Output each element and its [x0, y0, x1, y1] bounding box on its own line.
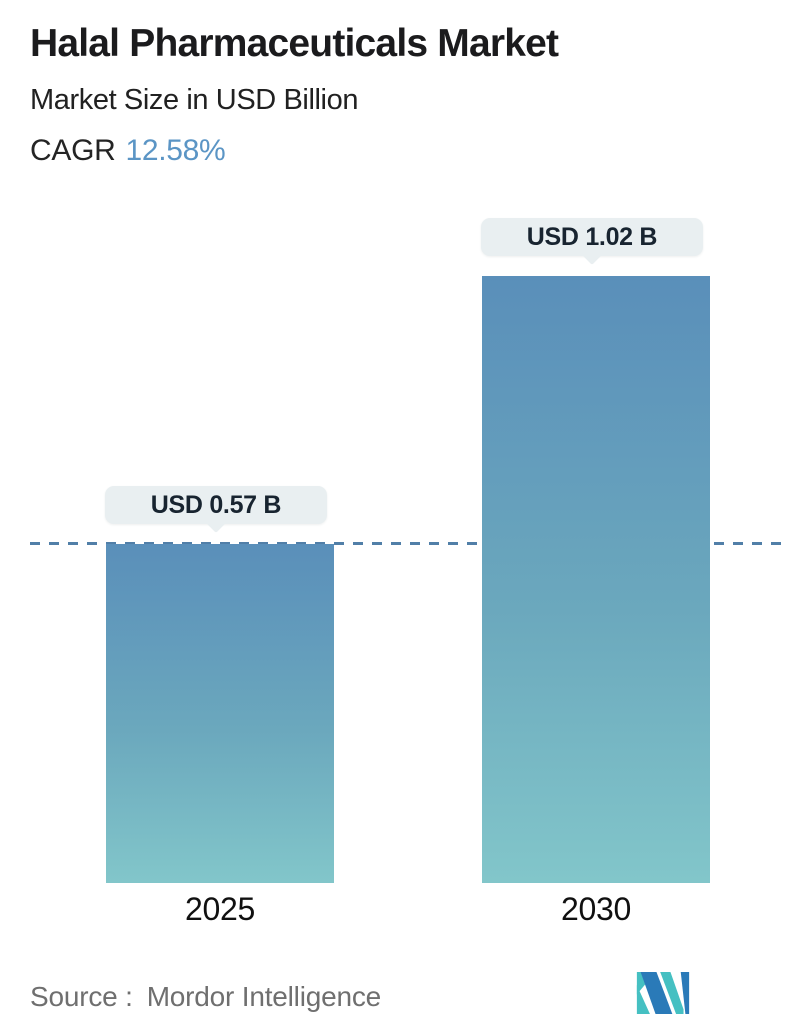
chart-subtitle: Market Size in USD Billion: [30, 84, 359, 116]
axis-label-2025: 2025: [185, 891, 255, 927]
reference-dashed-line: [30, 542, 782, 545]
source-value: Mordor Intelligence: [146, 981, 382, 1012]
bar-2025[interactable]: [106, 544, 334, 883]
mordor-intelligence-logo: [636, 972, 690, 1014]
bar-2030[interactable]: [482, 276, 710, 883]
value-tooltip-2025: USD 0.57 B: [105, 486, 327, 524]
logo-blue-right-stroke: [680, 972, 690, 1014]
cagr-line: CAGR 12.58%: [30, 134, 226, 168]
logo-teal-right-band: [660, 972, 684, 1014]
logo-blue-diagonal-band: [640, 972, 673, 1014]
source-label: Source :: [30, 981, 133, 1012]
value-tooltip-2030: USD 1.02 B: [481, 218, 703, 256]
cagr-value: 12.58%: [125, 134, 226, 167]
axis-label-2030: 2030: [561, 891, 631, 927]
cagr-label: CAGR: [30, 134, 116, 167]
source-line: Source : Mordor Intelligence: [30, 981, 381, 1013]
page-title: Halal Pharmaceuticals Market: [30, 22, 559, 65]
